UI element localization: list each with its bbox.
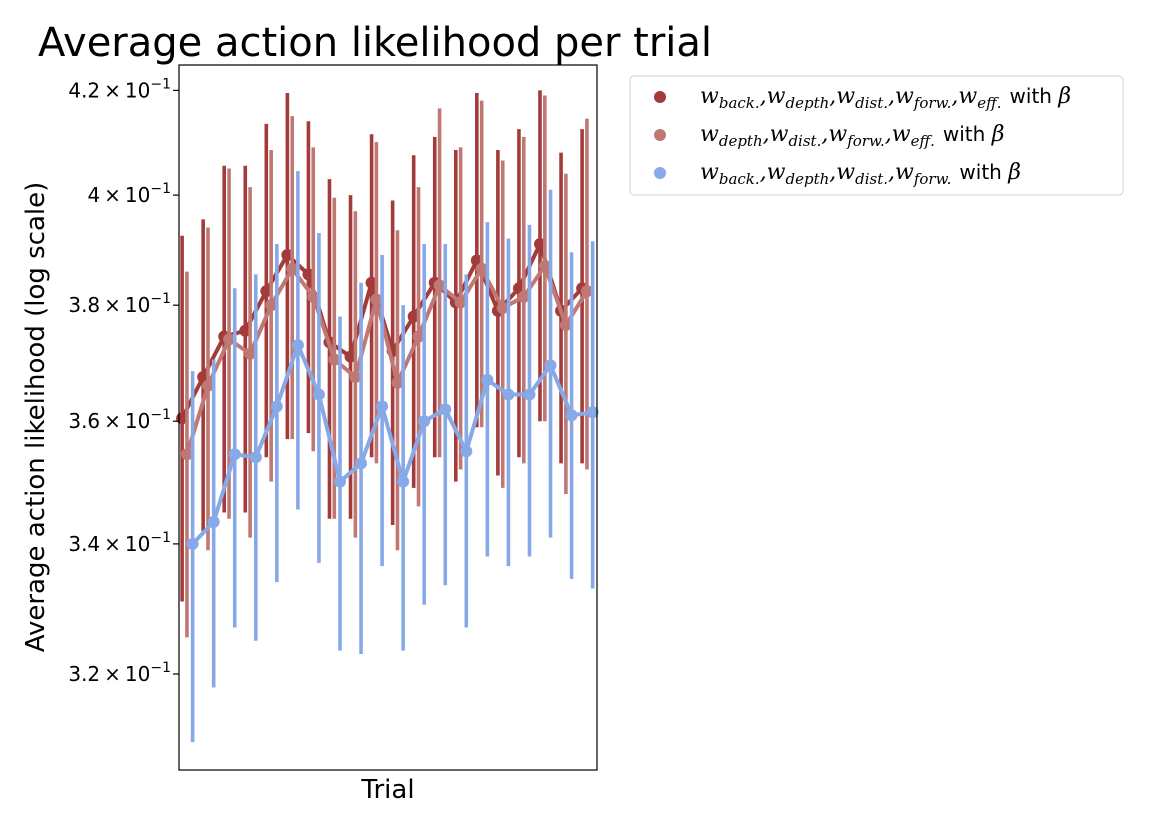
series-3 xyxy=(186,171,599,743)
y-axis-label: Average action likelihood (log scale) xyxy=(21,182,51,653)
y-tick-label: 3.2 × 10−1 xyxy=(68,660,171,686)
data-point xyxy=(334,475,346,488)
data-point xyxy=(355,457,368,470)
legend-entry: wdepth,wdist.,wforw.,weff. with β xyxy=(700,122,1004,150)
plot-area xyxy=(176,90,599,743)
data-point xyxy=(565,409,578,422)
data-point xyxy=(365,276,378,289)
data-point xyxy=(344,350,357,363)
data-point xyxy=(328,353,341,366)
data-point xyxy=(538,260,551,273)
data-point xyxy=(223,333,236,346)
legend-entry: wback.,wdepth,wdist.,wforw.,weff. with β xyxy=(700,84,1071,112)
data-point xyxy=(249,451,262,464)
data-point xyxy=(481,373,494,386)
data-point xyxy=(439,403,452,416)
data-point xyxy=(580,285,593,298)
data-point xyxy=(534,237,546,250)
data-point xyxy=(260,285,273,298)
data-point xyxy=(517,290,530,303)
data-point xyxy=(180,448,193,461)
data-point xyxy=(302,268,315,281)
data-point xyxy=(244,347,257,360)
legend-marker xyxy=(654,91,666,103)
y-axis-ticks: 3.2 × 10−1 3.4 × 10−1 3.6 × 10−1 3.8 × 10−1… xyxy=(68,76,179,686)
data-point xyxy=(412,330,425,343)
data-point xyxy=(281,248,294,261)
data-point xyxy=(207,515,220,528)
data-point xyxy=(186,537,199,550)
data-point xyxy=(586,406,599,419)
legend-frame xyxy=(629,75,1124,196)
legend-marker xyxy=(654,167,666,179)
data-point xyxy=(228,448,241,461)
legend: wback.,wdepth,wdist.,wforw.,weff. with β w… xyxy=(629,75,1124,196)
data-point xyxy=(291,339,304,352)
data-point xyxy=(286,262,299,275)
data-point xyxy=(454,296,467,309)
y-tick-label: 3.6 × 10−1 xyxy=(68,407,171,433)
data-point xyxy=(265,299,278,312)
data-point xyxy=(197,370,210,383)
data-point xyxy=(202,379,214,392)
data-point xyxy=(407,310,420,323)
y-tick-label: 3.8 × 10−1 xyxy=(68,291,171,317)
data-point xyxy=(460,445,473,458)
data-point xyxy=(391,376,404,389)
data-point xyxy=(270,400,283,413)
y-tick-label: 4 × 10−1 xyxy=(87,181,171,207)
legend-entry: wback.,wdepth,wdist.,wforw. with β xyxy=(700,160,1021,188)
data-point xyxy=(433,279,446,292)
data-point xyxy=(239,324,252,337)
data-point xyxy=(544,359,557,372)
data-point xyxy=(502,388,515,401)
data-point xyxy=(307,290,320,303)
data-point xyxy=(376,400,389,413)
y-tick-label: 3.4 × 10−1 xyxy=(68,530,171,556)
data-point xyxy=(475,262,488,275)
data-point xyxy=(523,388,536,401)
data-point xyxy=(370,293,383,306)
data-point xyxy=(418,415,431,428)
data-point xyxy=(496,302,509,315)
data-point xyxy=(559,319,572,332)
y-tick-label: 4.2 × 10−1 xyxy=(68,76,171,102)
data-point xyxy=(397,475,410,488)
plot-frame xyxy=(178,64,598,771)
x-axis-label: Trial xyxy=(360,775,414,805)
data-point xyxy=(349,370,362,383)
series-2 xyxy=(180,95,593,638)
data-point xyxy=(312,388,325,401)
legend-marker xyxy=(654,129,666,141)
chart-title: Average action likelihood per trial xyxy=(38,20,712,66)
